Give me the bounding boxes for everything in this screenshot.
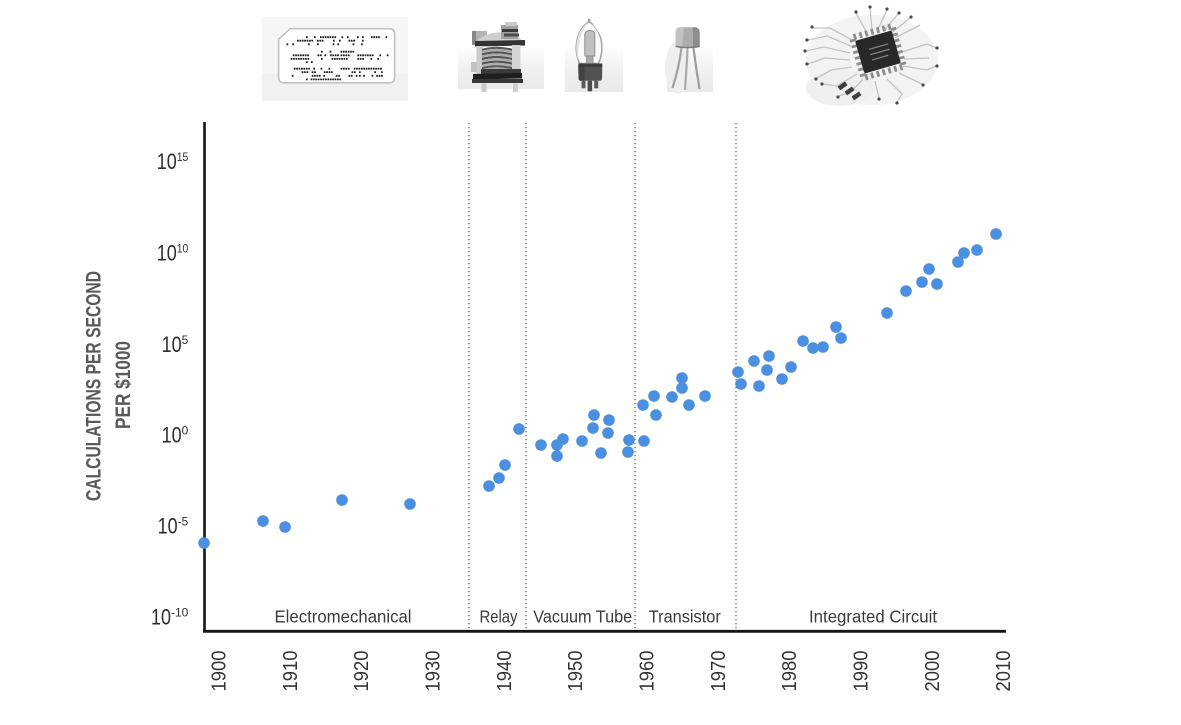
svg-text:105: 105	[162, 332, 189, 357]
svg-text:1940: 1940	[494, 651, 516, 692]
svg-text:PER $1000: PER $1000	[112, 341, 135, 429]
svg-text:Integrated Circuit: Integrated Circuit	[809, 607, 937, 627]
svg-text:1920: 1920	[351, 651, 373, 692]
svg-text:1980: 1980	[779, 651, 801, 692]
svg-text:Relay: Relay	[480, 607, 518, 627]
svg-text:Vacuum Tube: Vacuum Tube	[533, 607, 632, 627]
svg-text:1950: 1950	[565, 651, 587, 692]
svg-text:1970: 1970	[708, 651, 730, 692]
svg-text:1015: 1015	[157, 149, 189, 174]
svg-text:1990: 1990	[851, 651, 873, 692]
svg-text:100: 100	[162, 422, 189, 447]
svg-text:2010: 2010	[993, 651, 1015, 692]
svg-text:10-5: 10-5	[158, 513, 189, 538]
svg-text:1960: 1960	[637, 651, 659, 692]
svg-text:2000: 2000	[922, 651, 944, 692]
svg-text:1010: 1010	[157, 240, 189, 265]
svg-text:CALCULATIONS PER SECOND: CALCULATIONS PER SECOND	[83, 271, 106, 501]
svg-text:1930: 1930	[422, 651, 444, 692]
svg-text:10-10: 10-10	[151, 604, 189, 629]
svg-text:1910: 1910	[280, 651, 302, 692]
svg-text:1900: 1900	[208, 651, 230, 692]
svg-text:Electromechanical: Electromechanical	[275, 607, 412, 627]
svg-text:Transistor: Transistor	[649, 607, 721, 627]
